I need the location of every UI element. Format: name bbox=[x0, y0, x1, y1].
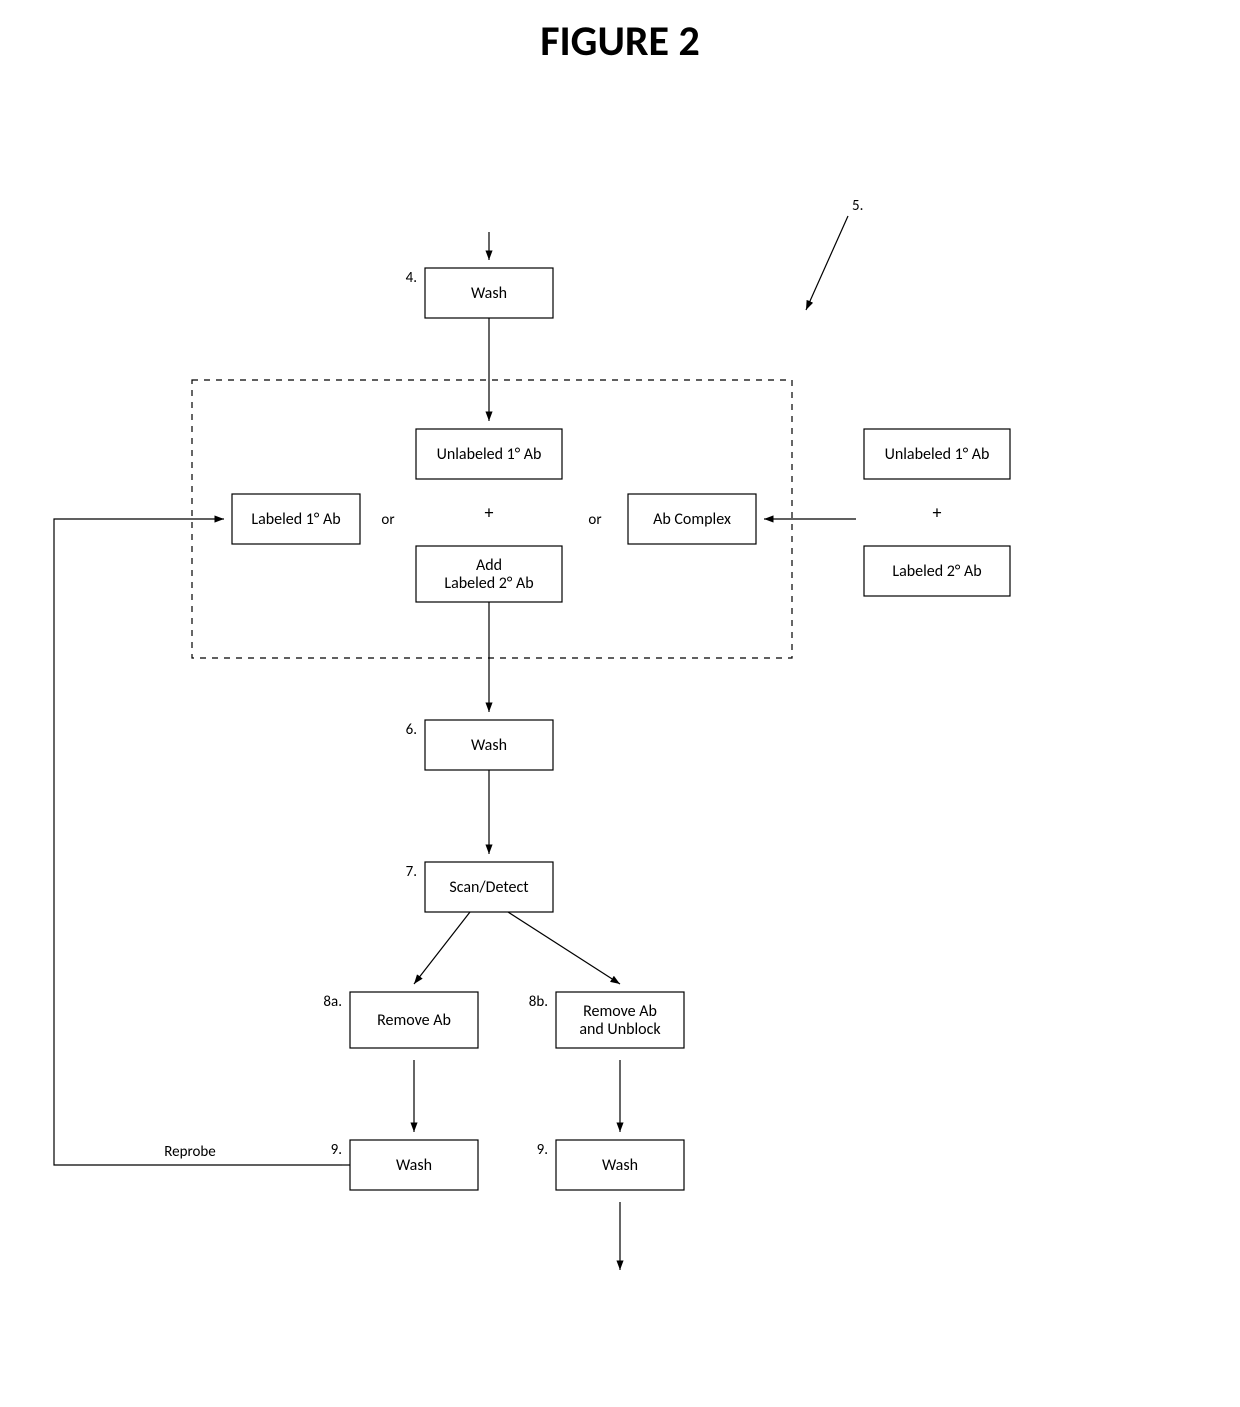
flowchart-nodes: Wash4.Labeled 1° AbUnlabeled 1° AbAddLab… bbox=[232, 268, 1010, 1190]
svg-text:Wash: Wash bbox=[471, 284, 507, 303]
svg-text:Unlabeled 1° Ab: Unlabeled 1° Ab bbox=[885, 445, 990, 464]
svg-text:Wash: Wash bbox=[471, 736, 507, 755]
node-add2: AddLabeled 2° Ab bbox=[416, 546, 562, 602]
svg-text:Remove Ab: Remove Ab bbox=[583, 1002, 657, 1021]
node-n8a: Remove Ab 8a. bbox=[323, 992, 478, 1048]
svg-text:and Unblock: and Unblock bbox=[579, 1020, 661, 1039]
figure-title: FIGURE 2 bbox=[540, 16, 700, 67]
svg-text:Add: Add bbox=[476, 556, 502, 575]
plus-label-middle: + bbox=[485, 502, 494, 524]
svg-text:9.: 9. bbox=[331, 1141, 342, 1159]
svg-text:Labeled 2° Ab: Labeled 2° Ab bbox=[892, 562, 981, 581]
or-label-2: or bbox=[588, 511, 601, 529]
node-ext1: Unlabeled 1° Ab bbox=[864, 429, 1010, 479]
svg-text:Labeled 2° Ab: Labeled 2° Ab bbox=[444, 574, 533, 593]
svg-text:8b.: 8b. bbox=[529, 993, 548, 1011]
node-n9b: Wash 9. bbox=[537, 1140, 684, 1190]
flowchart-canvas: FIGURE 2 Wash 4. Labeled 1° Ab Unlabeled 1°… bbox=[0, 0, 1240, 1407]
node-ext2: Labeled 2° Ab bbox=[864, 546, 1010, 596]
svg-text:7.: 7. bbox=[406, 863, 417, 881]
svg-text:Unlabeled 1° Ab: Unlabeled 1° Ab bbox=[437, 445, 542, 464]
svg-text:Wash: Wash bbox=[396, 1156, 432, 1175]
node-n7: Scan/Detect 7. bbox=[406, 862, 553, 912]
node-labeled1: Labeled 1° Ab bbox=[232, 494, 360, 544]
svg-text:4.: 4. bbox=[406, 269, 417, 287]
svg-text:9.: 9. bbox=[537, 1141, 548, 1159]
node-n4: Wash 4. bbox=[406, 268, 553, 318]
or-label-1: or bbox=[381, 511, 394, 529]
node-n9a: Wash 9. bbox=[331, 1140, 478, 1190]
node-n8b: Remove Aband Unblock 8b. bbox=[529, 992, 684, 1048]
node-n6: Wash 6. bbox=[406, 720, 553, 770]
svg-text:Wash: Wash bbox=[602, 1156, 638, 1175]
svg-text:Labeled 1° Ab: Labeled 1° Ab bbox=[251, 510, 340, 529]
node-unl1: Unlabeled 1° Ab bbox=[416, 429, 562, 479]
svg-text:Ab Complex: Ab Complex bbox=[653, 510, 731, 529]
reprobe-label: Reprobe bbox=[164, 1143, 215, 1161]
pointer-5-label: 5. bbox=[852, 197, 863, 215]
svg-text:6.: 6. bbox=[406, 721, 417, 739]
svg-text:Scan/Detect: Scan/Detect bbox=[449, 878, 529, 897]
plus-label-external: + bbox=[933, 502, 942, 524]
node-abcx: Ab Complex bbox=[628, 494, 756, 544]
svg-text:Remove Ab: Remove Ab bbox=[377, 1011, 451, 1030]
svg-text:8a.: 8a. bbox=[323, 993, 342, 1011]
